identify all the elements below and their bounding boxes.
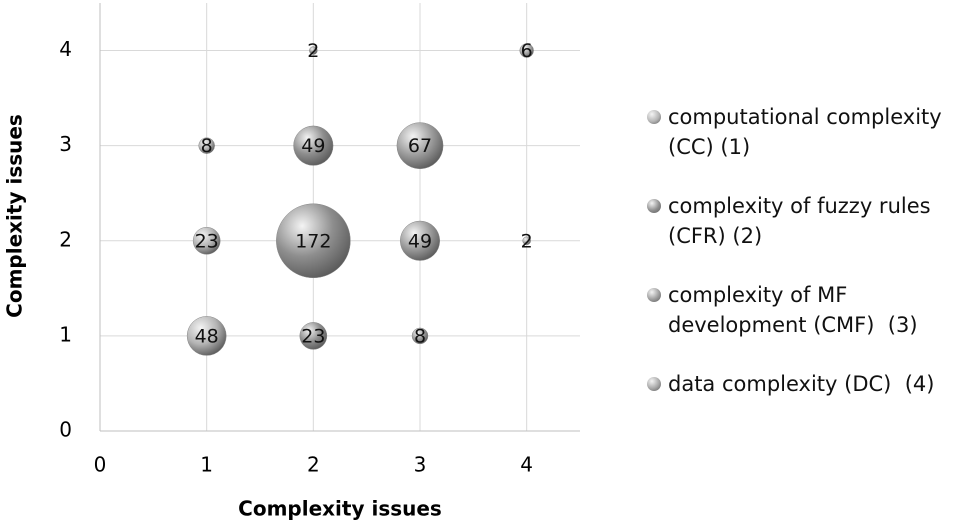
legend-marker — [647, 377, 661, 391]
y-tick-label: 0 — [59, 418, 72, 442]
legend-label: complexity of fuzzy rules (CFR) (2) — [668, 194, 938, 248]
legend-entry: complexity of fuzzy rules (CFR) (2) — [645, 191, 975, 251]
legend-label: data complexity (DC) (4) — [668, 372, 935, 396]
x-tick-label: 0 — [94, 453, 107, 477]
bubble — [396, 122, 444, 170]
x-tick-label: 2 — [307, 453, 320, 477]
data-label: 67 — [408, 135, 432, 157]
legend-entry: computational complexity (CC) (1) — [645, 102, 975, 162]
legend-marker — [647, 199, 661, 213]
bubble — [299, 322, 328, 350]
data-label: 49 — [408, 230, 432, 252]
legend-marker — [647, 288, 661, 302]
data-label: 23 — [195, 230, 219, 252]
bubble — [309, 46, 318, 55]
legend: computational complexity (CC) (1) complex… — [645, 102, 975, 399]
x-axis-title: Complexity issues — [238, 497, 442, 521]
data-label: 48 — [195, 325, 219, 347]
bubble — [198, 137, 215, 154]
bubble — [519, 43, 534, 58]
x-tick-label: 4 — [520, 453, 533, 477]
data-label: 6 — [521, 40, 533, 62]
x-tick-label: 3 — [414, 453, 427, 477]
legend-entry: data complexity (DC) (4) — [645, 369, 975, 399]
data-label: 49 — [301, 135, 325, 157]
bubble — [522, 236, 531, 246]
legend-label: complexity of MF development (CMF) (3) — [668, 283, 918, 337]
legend-entry: complexity of MF development (CMF) (3) — [645, 280, 975, 340]
bubble — [411, 327, 429, 345]
data-label: 172 — [295, 230, 331, 252]
data-label: 2 — [307, 40, 319, 62]
grid — [100, 3, 580, 431]
bubble — [186, 316, 227, 356]
data-label: 2 — [521, 230, 533, 252]
bubble — [400, 220, 440, 261]
y-axis-title: Complexity issues — [3, 114, 27, 318]
y-tick-label: 4 — [59, 37, 72, 61]
bubble — [293, 125, 334, 166]
bubble — [192, 226, 221, 255]
bubble — [276, 203, 351, 279]
data-label: 8 — [414, 325, 426, 347]
y-tick-label: 2 — [59, 227, 72, 251]
data-label: 23 — [301, 325, 325, 347]
legend-marker — [647, 110, 661, 124]
x-tick-label: 1 — [200, 453, 213, 477]
y-tick-label: 3 — [59, 132, 72, 156]
legend-label: computational complexity (CC) (1) — [668, 105, 949, 159]
y-tick-label: 1 — [59, 322, 72, 346]
data-label: 8 — [201, 135, 213, 157]
